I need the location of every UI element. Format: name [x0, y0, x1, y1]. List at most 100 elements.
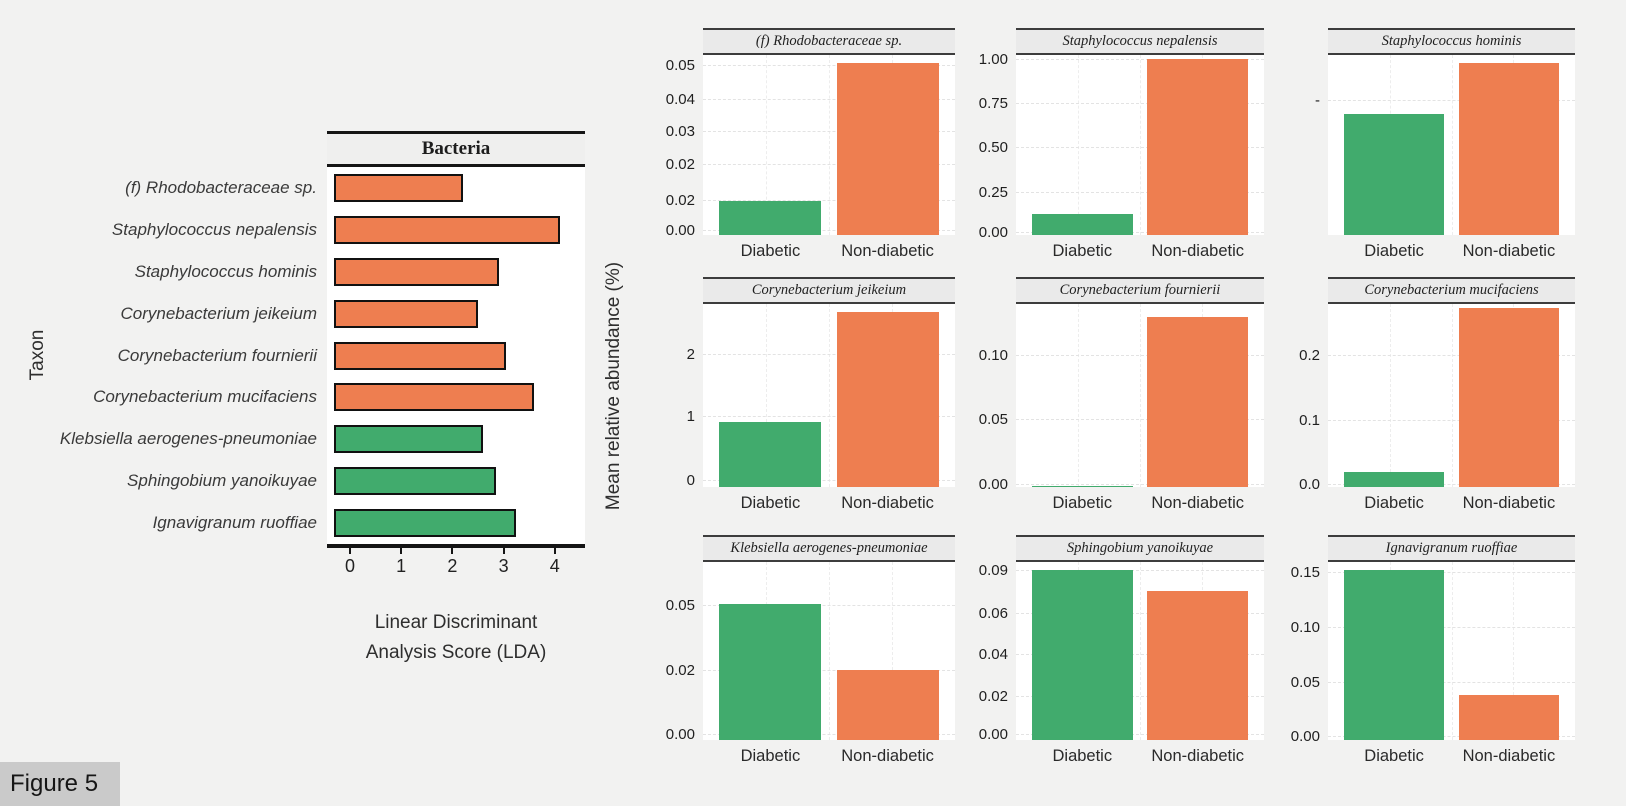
xlabel-non-diabetic-sphingobium-yanoikuyae: Non-diabetic: [1151, 747, 1244, 765]
subplot-gridline-h: [1016, 484, 1264, 485]
subplot-title-sphingobium-yanoikuyae: Sphingobium yanoikuyae: [1066, 540, 1214, 556]
subplot-ytick-ignavigranum-ruoffiae-0-00: 0.00: [1290, 727, 1320, 745]
lda-x-tick-mark-4: [553, 548, 556, 554]
xlabel-diabetic-klebsiella-aerogenes-pneumoniae: Diabetic: [740, 747, 801, 765]
xlabel-non-diabetic-f-rhodobacteraceae-sp: Non-diabetic: [841, 242, 934, 260]
subplot-gridline-v: [1140, 304, 1141, 487]
subplot-ytick-sphingobium-yanoikuyae-0-02: 0.02: [978, 687, 1008, 705]
subplot-gridline-h: [1016, 232, 1264, 234]
lda-x-tick-mark-2: [451, 548, 454, 554]
xlabel-diabetic-staphylococcus-hominis: Diabetic: [1364, 242, 1424, 260]
lda-x-tick-mark-1: [400, 548, 403, 554]
subplot-ytick-corynebacterium-fournierii-0-05: 0.05: [978, 411, 1008, 428]
lda-bar-corynebacterium-fournierii: [334, 341, 507, 370]
lda-taxon-label-f-rhodobacteraceae-sp: (f) Rhodobacteraceae sp.: [125, 177, 317, 197]
subplot-ytick-sphingobium-yanoikuyae-0-06: 0.06: [978, 604, 1008, 622]
subplot-ytick-corynebacterium-fournierii-0-00: 0.00: [978, 476, 1008, 493]
xlabel-diabetic-f-rhodobacteraceae-sp: Diabetic: [740, 242, 801, 260]
subplot-gridline-h: [703, 605, 955, 606]
xlabel-diabetic-staphylococcus-nepalensis: Diabetic: [1052, 242, 1113, 260]
subplot-title-corynebacterium-fournierii: Corynebacterium fournierii: [1059, 282, 1221, 298]
bar-diabetic-corynebacterium-mucifaciens: [1344, 471, 1445, 487]
subplot-ytick-corynebacterium-jeikeium-0: 0: [686, 472, 695, 489]
subplot-gridline-h: [703, 480, 955, 481]
subplot-ytick-klebsiella-aerogenes-pneumoniae-0-02: 0.02: [665, 661, 695, 679]
lda-taxon-label-staphylococcus-nepalensis: Staphylococcus nepalensis: [111, 219, 317, 239]
subplot-panel-corynebacterium-jeikeium: [703, 304, 955, 487]
subplot-title-band-sphingobium-yanoikuyae: Sphingobium yanoikuyae: [1016, 535, 1264, 562]
subplot-ytick-staphylococcus-nepalensis-0-50: 0.50: [978, 138, 1008, 156]
lda-bar-ignavigranum-ruoffiae: [334, 509, 517, 538]
lda-bar-staphylococcus-hominis: [334, 257, 499, 286]
subplot-title-band-staphylococcus-hominis: Staphylococcus hominis: [1328, 28, 1575, 55]
subplot-ytick-f-rhodobacteraceae-sp-0-02: 0.02: [665, 191, 695, 209]
lda-chart-title: Bacteria: [421, 138, 491, 159]
subplot-title-staphylococcus-nepalensis: Staphylococcus nepalensis: [1062, 33, 1218, 49]
bar-diabetic-ignavigranum-ruoffiae: [1344, 569, 1445, 740]
bar-non-diabetic-ignavigranum-ruoffiae: [1458, 695, 1559, 740]
subplot-gridline-h: [703, 354, 955, 356]
bar-non-diabetic-sphingobium-yanoikuyae: [1147, 591, 1248, 740]
subplot-panel-ignavigranum-ruoffiae: [1328, 562, 1575, 740]
subplot-gridline-v: [1451, 304, 1453, 487]
subplot-gridline-h: [703, 415, 955, 417]
subplot-ytick-klebsiella-aerogenes-pneumoniae-0-05: 0.05: [665, 597, 695, 614]
bar-non-diabetic-staphylococcus-hominis: [1458, 62, 1559, 235]
subplot-gridline-v: [829, 304, 830, 487]
lda-taxon-label-sphingobium-yanoikuyae: Sphingobium yanoikuyae: [127, 471, 317, 491]
subplot-gridline-v: [1513, 562, 1515, 740]
subplot-gridline-h: [703, 99, 955, 100]
subplot-gridline-h: [1328, 571, 1575, 573]
subplot-title-band-corynebacterium-fournierii: Corynebacterium fournierii: [1016, 277, 1264, 304]
subplot-title-f-rhodobacteraceae-sp: (f) Rhodobacteraceae sp.: [755, 33, 903, 49]
subplot-panel-staphylococcus-hominis: [1328, 55, 1575, 235]
subplot-gridline-h: [1016, 695, 1264, 697]
subplot-gridline-h: [1328, 735, 1575, 737]
subplot-gridline-h: [1016, 654, 1264, 656]
bar-diabetic-klebsiella-aerogenes-pneumoniae: [719, 604, 822, 740]
subplot-ytick-klebsiella-aerogenes-pneumoniae-0-00: 0.00: [665, 726, 695, 743]
subplot-ytick-staphylococcus-nepalensis-0-75: 0.75: [978, 94, 1008, 112]
bar-non-diabetic-f-rhodobacteraceae-sp: [836, 62, 939, 235]
lda-x-tick-label-2: 2: [447, 556, 458, 576]
subplot-gridline-h: [703, 64, 955, 66]
subplot-gridline-h: [1016, 355, 1264, 356]
subplot-panel-corynebacterium-mucifaciens: [1328, 304, 1575, 487]
subplot-gridline-v: [1140, 562, 1141, 740]
subplot-gridline-h: [1328, 420, 1575, 422]
lda-x-tick-label-1: 1: [396, 556, 407, 576]
subplot-ytick-f-rhodobacteraceae-sp-0-04: 0.04: [665, 91, 695, 108]
bar-diabetic-corynebacterium-jeikeium: [719, 422, 822, 487]
subplot-gridline-h: [1016, 102, 1264, 104]
subplot-gridline-v: [1451, 562, 1453, 740]
subplot-ytick-ignavigranum-ruoffiae-0-15: 0.15: [1290, 563, 1320, 581]
subplot-ytick-corynebacterium-jeikeium-1: 1: [686, 407, 695, 425]
bar-non-diabetic-corynebacterium-mucifaciens: [1458, 308, 1559, 487]
subplot-gridline-h: [1016, 419, 1264, 420]
subplot-gridline-h: [1016, 191, 1264, 193]
bar-diabetic-staphylococcus-nepalensis: [1032, 213, 1133, 235]
grid-y-axis-title: Mean relative abundance (%): [603, 261, 624, 511]
subplot-title-staphylococcus-hominis: Staphylococcus hominis: [1381, 33, 1522, 49]
xlabel-non-diabetic-ignavigranum-ruoffiae: Non-diabetic: [1462, 747, 1556, 765]
subplot-gridline-h: [703, 230, 955, 232]
lda-taxon-label-corynebacterium-jeikeium: Corynebacterium jeikeium: [120, 303, 317, 323]
xlabel-non-diabetic-corynebacterium-fournierii: Non-diabetic: [1151, 494, 1244, 512]
xlabel-diabetic-ignavigranum-ruoffiae: Diabetic: [1364, 747, 1424, 765]
subplot-gridline-v: [829, 55, 830, 235]
bar-non-diabetic-corynebacterium-jeikeium: [836, 312, 939, 487]
subplot-ytick-corynebacterium-mucifaciens-0-0: 0.0: [1299, 476, 1320, 494]
subplot-ytick-ignavigranum-ruoffiae-0-05: 0.05: [1290, 674, 1320, 691]
subplot-ytick-sphingobium-yanoikuyae-0-04: 0.04: [978, 646, 1008, 664]
lda-bar-corynebacterium-jeikeium: [334, 299, 478, 328]
subplot-title-band-ignavigranum-ruoffiae: Ignavigranum ruoffiae: [1328, 535, 1575, 562]
xlabel-diabetic-corynebacterium-jeikeium: Diabetic: [740, 494, 801, 512]
subplot-panel-klebsiella-aerogenes-pneumoniae: [703, 562, 955, 740]
lda-x-tick-label-0: 0: [344, 556, 355, 576]
lda-taxon-label-corynebacterium-fournierii: Corynebacterium fournierii: [117, 345, 317, 365]
subplot-panel-corynebacterium-fournierii: [1016, 304, 1264, 487]
lda-bar-f-rhodobacteraceae-sp: [334, 173, 463, 202]
subplot-gridline-v: [829, 562, 830, 740]
subplot-panel-sphingobium-yanoikuyae: [1016, 562, 1264, 740]
subplot-gridline-h: [1016, 569, 1264, 571]
